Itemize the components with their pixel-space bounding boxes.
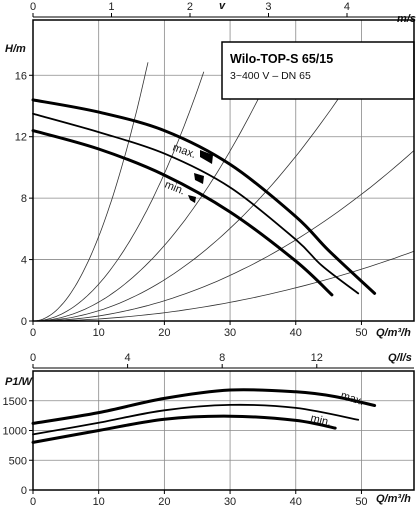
x-tick-label: 20 <box>158 327 170 339</box>
annotation-min: min. <box>309 412 332 429</box>
series-line-mid <box>32 112 360 295</box>
x-tick-label: 40 <box>290 327 302 339</box>
top-axis-label-velocity: v <box>219 0 226 12</box>
x-tick-label: 0 <box>30 327 36 339</box>
y-tick-label: 12 <box>15 132 27 144</box>
series-line-min <box>31 414 337 444</box>
speed-marker-min <box>188 195 196 203</box>
y-tick-label: 500 <box>9 455 27 467</box>
y-axis-label-head: H/m <box>5 43 26 55</box>
system-curve <box>32 69 274 322</box>
top-tick-label: 3 <box>265 1 271 13</box>
y-tick-label: 1000 <box>3 426 27 438</box>
y-axis-label-power: P1/W <box>5 376 34 388</box>
series-line-mid <box>32 403 360 436</box>
system-curve <box>33 150 415 322</box>
top-tick-label: 4 <box>125 352 131 364</box>
x-tick-label: 10 <box>93 327 105 339</box>
chart-title: Wilo-TOP-S 65/15 <box>230 52 333 66</box>
top-tick-label: 12 <box>311 352 323 364</box>
y-tick-label: 4 <box>21 255 27 267</box>
chart-subtitle: 3~400 V – DN 65 <box>230 70 311 82</box>
x-tick-label: 30 <box>224 327 236 339</box>
y-tick-label: 1500 <box>3 396 27 408</box>
system-curve <box>32 62 149 322</box>
x-tick-label: 20 <box>158 496 170 508</box>
top-tick-label: 0 <box>30 352 36 364</box>
y-tick-label: 0 <box>21 316 27 328</box>
top-axis-unit-velocity: m/s <box>397 13 416 25</box>
speed-marker-max <box>200 150 213 164</box>
y-tick-label: 16 <box>15 70 27 82</box>
x-tick-label: 40 <box>290 496 302 508</box>
system-curve <box>33 250 415 322</box>
annotation-min: min. <box>163 179 187 198</box>
x-tick-label: 10 <box>93 496 105 508</box>
x-tick-label: 30 <box>224 496 236 508</box>
plot-frame <box>32 19 415 322</box>
x-tick-label: 0 <box>30 496 36 508</box>
top-tick-label: 2 <box>187 1 193 13</box>
top-tick-label: 1 <box>108 1 114 13</box>
series-line-max <box>31 98 377 295</box>
series-line-min <box>31 129 334 297</box>
x-tick-label: 50 <box>355 327 367 339</box>
system-curve <box>32 71 205 322</box>
y-tick-label: 0 <box>21 485 27 497</box>
top-tick-label: 4 <box>344 1 350 13</box>
x-axis-label-power-chart: Q/m³/h <box>376 493 411 505</box>
top-axis-label-flow: Q/l/s <box>388 352 412 364</box>
top-tick-label: 0 <box>30 1 36 13</box>
series-line-max <box>31 388 377 425</box>
x-tick-label: 50 <box>355 496 367 508</box>
system-curve <box>32 68 359 322</box>
top-tick-label: 8 <box>219 352 225 364</box>
x-axis-label-head-chart: Q/m³/h <box>376 327 411 339</box>
y-tick-label: 8 <box>21 193 27 205</box>
speed-marker-mid <box>194 173 204 184</box>
